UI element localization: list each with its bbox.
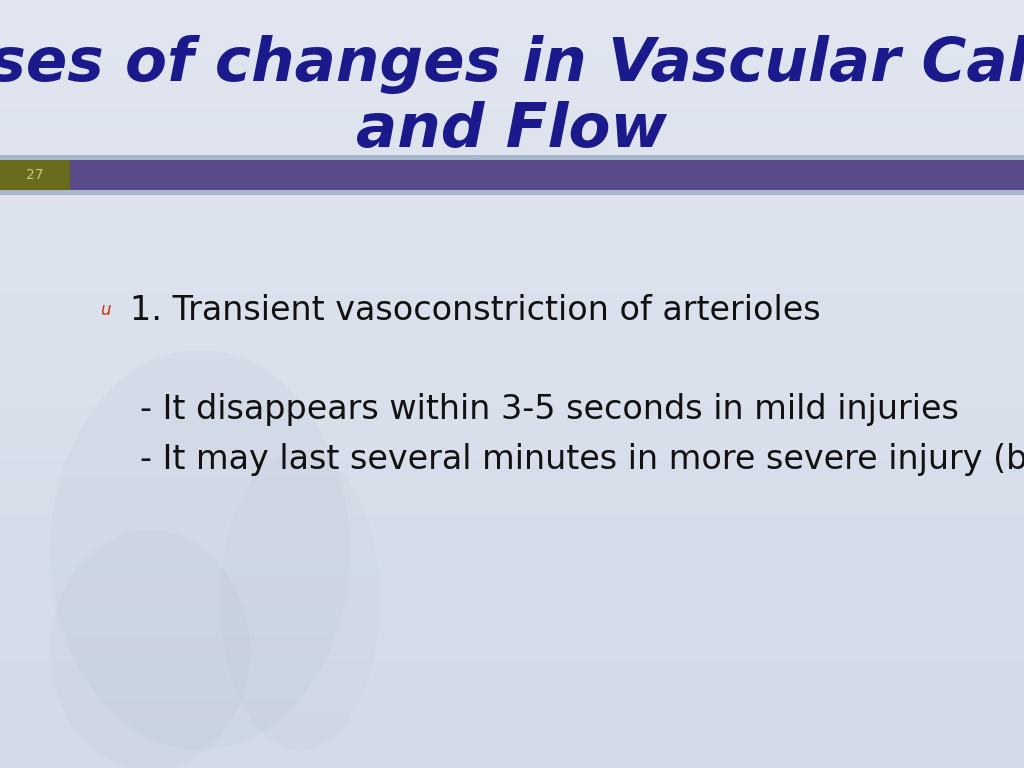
Ellipse shape — [50, 350, 350, 750]
Bar — [0, 155, 1024, 160]
Bar — [70, 160, 1024, 190]
Text: - It may last several minutes in more severe injury (burn): - It may last several minutes in more se… — [140, 443, 1024, 476]
Text: - It disappears within 3-5 seconds in mild injuries: - It disappears within 3-5 seconds in mi… — [140, 393, 958, 426]
Text: 27: 27 — [27, 168, 44, 182]
Bar — [0, 160, 70, 190]
Ellipse shape — [50, 530, 250, 768]
Text: u: u — [99, 301, 111, 319]
Text: and Flow: and Flow — [356, 101, 668, 160]
Text: 1. Transient vasoconstriction of arterioles: 1. Transient vasoconstriction of arterio… — [130, 293, 820, 326]
Bar — [0, 190, 1024, 195]
Text: Phases of changes in Vascular Caliber: Phases of changes in Vascular Caliber — [0, 35, 1024, 94]
